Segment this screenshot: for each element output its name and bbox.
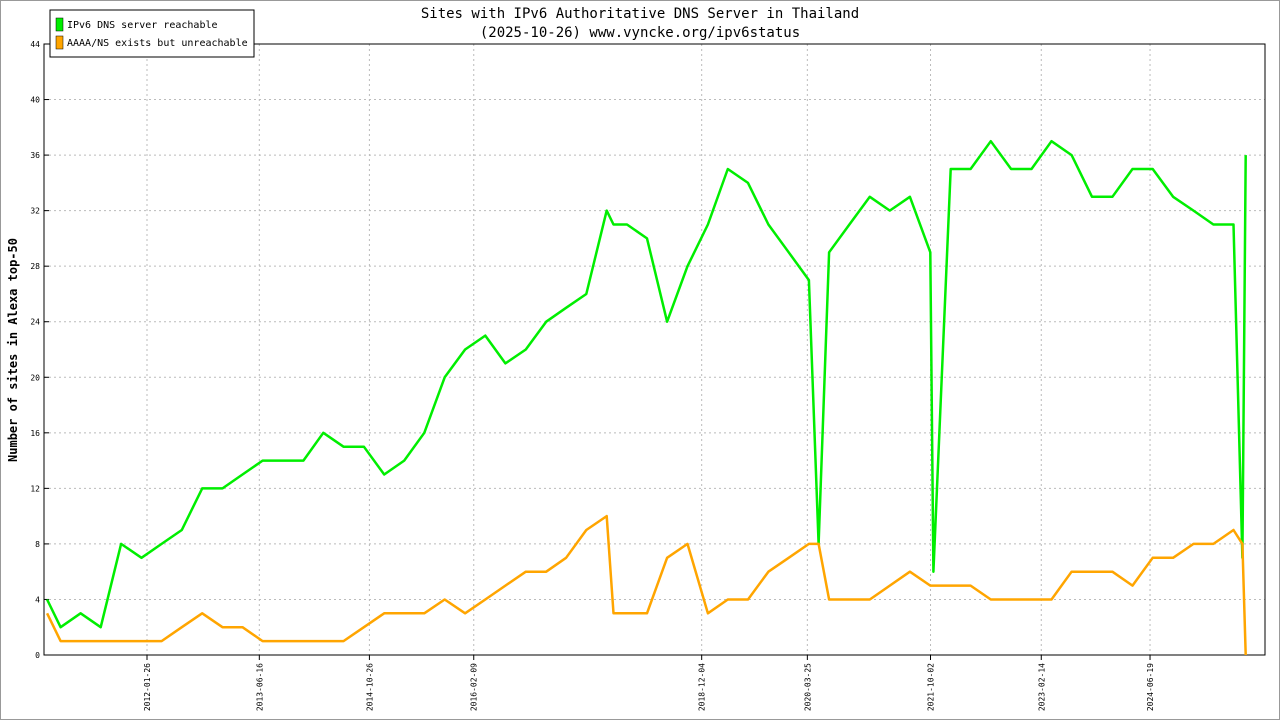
- y-tick-label: 28: [30, 262, 40, 271]
- x-tick-label: 2012-01-26: [143, 663, 152, 711]
- legend-swatch: [55, 17, 64, 32]
- y-axis-label: Number of sites in Alexa top-50: [6, 238, 20, 462]
- x-tick-label: 2014-10-26: [365, 663, 374, 711]
- series-line: [45, 514, 1247, 656]
- y-tick-label: 20: [30, 373, 40, 382]
- x-tick-label: 2016-02-09: [470, 663, 479, 711]
- y-tick-label: 24: [30, 318, 40, 327]
- x-tick-label: 2013-06-16: [255, 663, 264, 711]
- legend-label: IPv6 DNS server reachable: [67, 20, 218, 31]
- y-tick-label: 44: [30, 40, 40, 49]
- legend-label: AAAA/NS exists but unreachable: [67, 38, 248, 49]
- legend-box: [49, 9, 255, 58]
- chart-subtitle: (2025-10-26) www.vyncke.org/ipv6status: [480, 25, 800, 41]
- y-tick-label: 0: [35, 651, 40, 660]
- series-line: [45, 139, 1247, 629]
- y-tick-label: 36: [30, 151, 40, 160]
- y-tick-label: 4: [35, 595, 40, 604]
- y-tick-label: 32: [30, 207, 40, 216]
- legend-swatch: [55, 35, 64, 50]
- y-tick-label: 16: [30, 429, 40, 438]
- x-tick-label: 2023-02-14: [1037, 663, 1046, 711]
- x-tick-label: 2020-03-25: [803, 663, 812, 711]
- x-tick-label: 2024-06-19: [1146, 663, 1155, 711]
- y-tick-label: 40: [30, 96, 40, 105]
- plot-area: [43, 43, 1266, 656]
- chart-title: Sites with IPv6 Authoritative DNS Server…: [421, 6, 859, 22]
- y-tick-label: 12: [30, 484, 40, 493]
- x-tick-label: 2018-12-04: [698, 663, 707, 711]
- y-tick-label: 8: [35, 540, 40, 549]
- x-tick-label: 2021-10-02: [927, 663, 936, 711]
